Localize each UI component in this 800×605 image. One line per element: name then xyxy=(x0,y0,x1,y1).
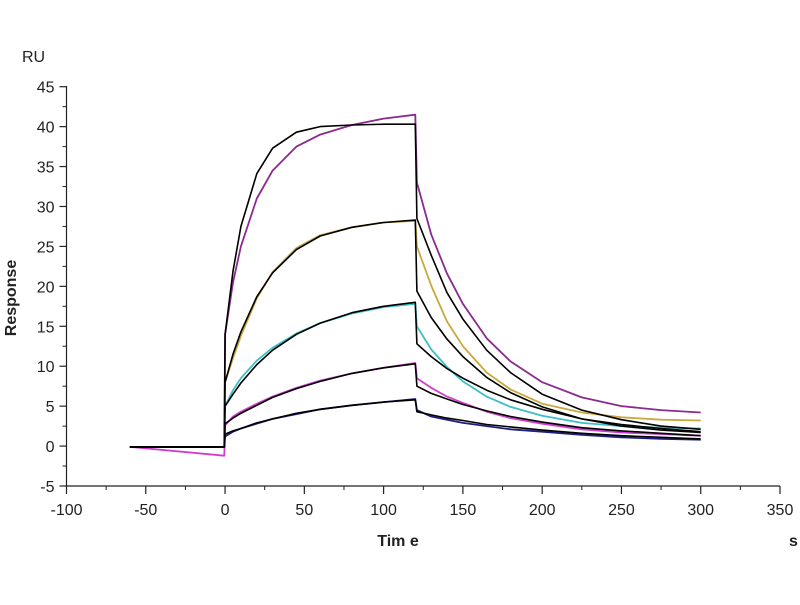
series-line-fit-1 xyxy=(129,123,701,448)
y-tick-label: -5 xyxy=(40,479,54,496)
y-tick-label: 20 xyxy=(37,279,55,296)
series-line-data-4 xyxy=(129,362,701,457)
x-tick-label: 300 xyxy=(687,502,714,519)
x-tick-label: 0 xyxy=(221,502,230,519)
x-tick-label: -100 xyxy=(50,502,82,519)
ticks: -100 -50 0 50 100 150 200 250 300 350-50510152025… xyxy=(37,80,794,519)
axes xyxy=(65,86,780,487)
y-tick-label: 35 xyxy=(37,160,55,177)
y-tick-label: 5 xyxy=(46,399,55,416)
y-tick-label: 15 xyxy=(37,319,55,336)
y-tick-label: 45 xyxy=(37,80,55,97)
y-tick-label: 0 xyxy=(46,439,55,456)
y-tick-label: 30 xyxy=(37,199,55,216)
series-line-fit-3 xyxy=(129,301,701,448)
x-axis-title: Tim e xyxy=(377,533,419,550)
series-layer xyxy=(129,113,701,457)
series-line-fit-5 xyxy=(129,398,701,448)
x-tick-label: 350 xyxy=(767,502,794,519)
x-tick-label: 100 xyxy=(370,502,397,519)
y-axis-title: Response xyxy=(3,260,20,337)
y-tick-label: 40 xyxy=(37,120,55,137)
x-tick-label: 50 xyxy=(295,502,313,519)
x-tick-label: 150 xyxy=(450,502,477,519)
x-tick-label: 200 xyxy=(529,502,556,519)
y-tick-label: 25 xyxy=(37,239,55,256)
x-unit-label: s xyxy=(789,533,798,550)
x-tick-label: 250 xyxy=(608,502,635,519)
series-line-fit-2 xyxy=(129,219,701,448)
series-line-fit-4 xyxy=(129,362,701,448)
series-line-data-1 xyxy=(129,113,701,448)
x-tick-label: -50 xyxy=(134,502,157,519)
y-tick-label: 10 xyxy=(37,359,55,376)
y-unit-label: RU xyxy=(22,49,45,66)
